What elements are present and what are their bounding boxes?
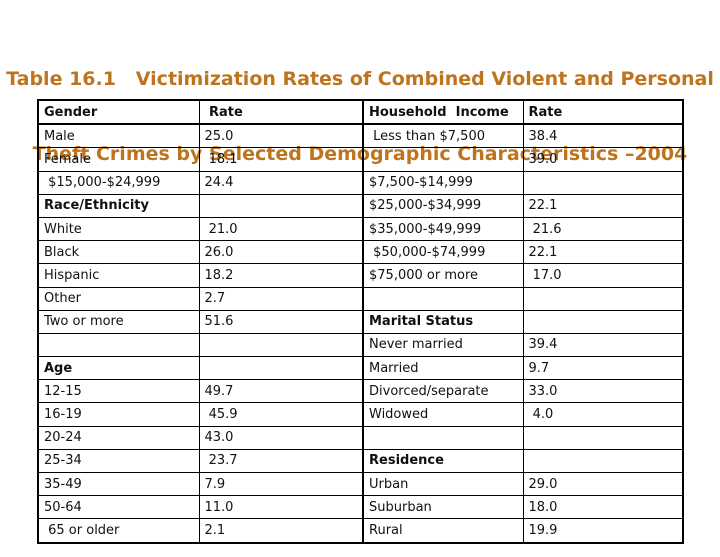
section-header-cell: Age [37, 356, 200, 381]
label-cell: $75,000 or more [362, 263, 524, 288]
table-row: Black 26.0 $50,000-$74,999 22.1 [37, 240, 684, 265]
label-cell: 16-19 [37, 402, 200, 427]
label-cell: $50,000-$74,999 [362, 240, 524, 265]
rate-cell: 18.2 [198, 263, 364, 288]
label-cell: Male [37, 123, 200, 149]
table-row: 65 or older 2.1 Rural 19.9 [37, 518, 684, 544]
label-cell: Married [362, 356, 524, 381]
rate-cell: 39.0 [522, 147, 684, 172]
label-cell: 50-64 [37, 495, 200, 520]
rate-cell: 2.1 [198, 518, 364, 544]
table-row: 16-19 45.9 Widowed 4.0 [37, 402, 684, 427]
rate-cell [522, 286, 684, 311]
label-cell: 65 or older [37, 518, 200, 544]
section-header-cell: Race/Ethnicity [37, 193, 200, 218]
label-cell: $15,000-$24,999 [37, 170, 200, 195]
rate-cell: 29.0 [522, 471, 684, 497]
label-cell: 12-15 [37, 379, 200, 404]
rate-cell [522, 170, 684, 195]
slide-title-line1: Table 16.1 Victimization Rates of Combin… [6, 68, 714, 90]
table-row: Hispanic 18.2 $75,000 or more 17.0 [37, 263, 684, 288]
rate-cell: 17.0 [522, 263, 684, 288]
rate-cell: 45.9 [198, 402, 364, 427]
rate-cell: 18.1 [198, 147, 364, 172]
rate-cell [522, 425, 684, 450]
label-cell: Never married [362, 332, 524, 358]
label-cell: Female [37, 147, 200, 172]
label-cell: Black [37, 240, 200, 265]
table-row: $15,000-$24,999 24.4 $7,500-$14,999 [37, 170, 684, 195]
rate-cell: 33.0 [522, 379, 684, 404]
table-row: Never married 39.4 [37, 332, 684, 358]
table-row: Age Married 9.7 [37, 356, 684, 381]
rate-cell [198, 356, 364, 381]
table-row: 25-34 23.7 Residence [37, 448, 684, 474]
rate-cell: 25.0 [198, 123, 364, 149]
section-header-cell: Residence [362, 448, 524, 474]
table-row: 50-64 11.0 Suburban 18.0 [37, 495, 684, 520]
rate-cell: 21.6 [522, 216, 684, 242]
rate-cell: 38.4 [522, 123, 684, 149]
label-cell: Suburban [362, 495, 524, 520]
table-row: Two or more 51.6 Marital Status [37, 309, 684, 334]
label-cell: Two or more [37, 309, 200, 334]
rate-cell: 39.4 [522, 332, 684, 358]
label-cell: Widowed [362, 402, 524, 427]
rate-cell: 21.0 [198, 216, 364, 242]
rate-cell [522, 309, 684, 334]
rate-cell: 4.0 [522, 402, 684, 427]
rate-cell: 43.0 [198, 425, 364, 450]
rate-cell: 22.1 [522, 240, 684, 265]
rate-cell: 23.7 [198, 448, 364, 474]
rate-cell: 22.1 [522, 193, 684, 218]
rate-cell: 11.0 [198, 495, 364, 520]
label-cell: $7,500-$14,999 [362, 170, 524, 195]
rate-cell: 7.9 [198, 471, 364, 497]
header-cell: Rate [198, 99, 364, 126]
table-row: White 21.0 $35,000-$49,999 21.6 [37, 216, 684, 242]
header-cell: Household Income [362, 99, 524, 126]
header-cell: Gender [37, 99, 200, 126]
rate-cell: 18.0 [522, 495, 684, 520]
table-row: Other 2.7 [37, 286, 684, 311]
section-header-cell: Marital Status [362, 309, 524, 334]
label-cell: Less than $7,500 [362, 123, 524, 149]
table-row: 12-15 49.7 Divorced/separate 33.0 [37, 379, 684, 404]
table-row: Race/Ethnicity $25,000-$34,999 22.1 [37, 193, 684, 218]
label-cell: Rural [362, 518, 524, 544]
table-row: Male 25.0 Less than $7,500 38.4 [37, 123, 684, 149]
rate-cell: 2.7 [198, 286, 364, 311]
label-cell [362, 425, 524, 450]
label-cell: $35,000-$49,999 [362, 216, 524, 242]
label-cell: 35-49 [37, 471, 200, 497]
rate-cell: 51.6 [198, 309, 364, 334]
rate-cell [198, 193, 364, 218]
table-row: Female 18.1 39.0 [37, 147, 684, 172]
header-cell: Rate [522, 99, 684, 126]
label-cell: 25-34 [37, 448, 200, 474]
rate-cell: 24.4 [198, 170, 364, 195]
rate-cell [522, 448, 684, 474]
label-cell: $25,000-$34,999 [362, 193, 524, 218]
label-cell: Urban [362, 471, 524, 497]
rate-cell: 9.7 [522, 356, 684, 381]
victimization-table: Gender Rate Household Income Rate Male 25.0 … [37, 99, 684, 544]
label-cell: Divorced/separate [362, 379, 524, 404]
label-cell [362, 286, 524, 311]
label-cell [37, 332, 200, 358]
rate-cell [198, 332, 364, 358]
label-cell: White [37, 216, 200, 242]
table-row: 20-24 43.0 [37, 425, 684, 450]
label-cell: Hispanic [37, 263, 200, 288]
table-row: 35-49 7.9 Urban 29.0 [37, 471, 684, 497]
label-cell: 20-24 [37, 425, 200, 450]
label-cell [362, 147, 524, 172]
rate-cell: 19.9 [522, 518, 684, 544]
rate-cell: 49.7 [198, 379, 364, 404]
table-row: Gender Rate Household Income Rate [37, 99, 684, 126]
rate-cell: 26.0 [198, 240, 364, 265]
label-cell: Other [37, 286, 200, 311]
